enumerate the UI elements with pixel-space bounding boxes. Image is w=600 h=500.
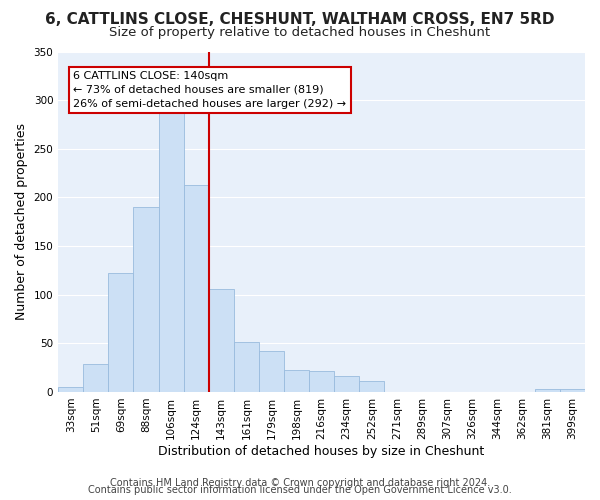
Bar <box>259 351 284 392</box>
Bar <box>284 370 309 392</box>
Bar <box>83 364 109 392</box>
Text: Size of property relative to detached houses in Cheshunt: Size of property relative to detached ho… <box>109 26 491 39</box>
Bar <box>359 382 385 392</box>
Bar <box>184 185 209 392</box>
Text: Contains public sector information licensed under the Open Government Licence v3: Contains public sector information licen… <box>88 485 512 495</box>
Bar <box>334 376 359 392</box>
X-axis label: Distribution of detached houses by size in Cheshunt: Distribution of detached houses by size … <box>158 444 485 458</box>
Bar <box>209 289 234 392</box>
Bar <box>58 387 83 392</box>
Bar <box>158 107 184 392</box>
Bar <box>309 370 334 392</box>
Bar <box>133 207 158 392</box>
Y-axis label: Number of detached properties: Number of detached properties <box>15 123 28 320</box>
Bar <box>560 389 585 392</box>
Bar <box>535 389 560 392</box>
Text: 6, CATTLINS CLOSE, CHESHUNT, WALTHAM CROSS, EN7 5RD: 6, CATTLINS CLOSE, CHESHUNT, WALTHAM CRO… <box>45 12 555 28</box>
Text: Contains HM Land Registry data © Crown copyright and database right 2024.: Contains HM Land Registry data © Crown c… <box>110 478 490 488</box>
Bar <box>109 274 133 392</box>
Text: 6 CATTLINS CLOSE: 140sqm
← 73% of detached houses are smaller (819)
26% of semi-: 6 CATTLINS CLOSE: 140sqm ← 73% of detach… <box>73 71 346 109</box>
Bar <box>234 342 259 392</box>
